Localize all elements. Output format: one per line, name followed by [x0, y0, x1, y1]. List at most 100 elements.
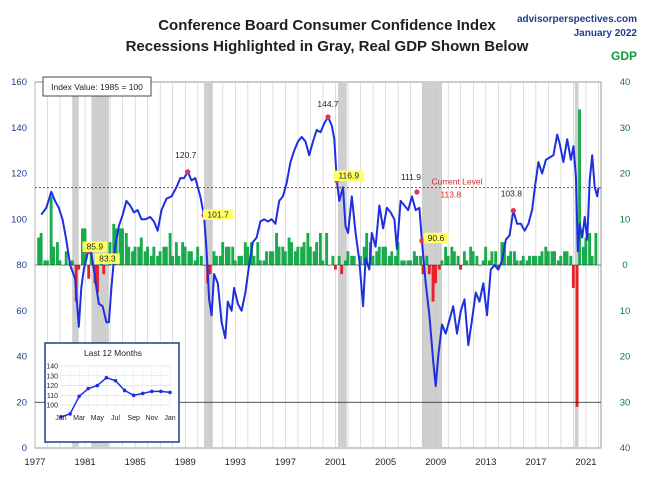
gdp-bar-0	[37, 237, 41, 265]
gdp-bar-40	[162, 246, 166, 265]
chart-subtitle: Recessions Highlighted in Gray, Real GDP…	[126, 38, 529, 55]
gdp-bar-123	[421, 265, 425, 275]
gdp-bar-97	[340, 265, 344, 275]
left-tick-3: 60	[16, 306, 27, 317]
gdp-bar-89	[315, 242, 319, 265]
gdp-bar-77	[277, 246, 281, 265]
gdp-bar-115	[396, 242, 400, 265]
annotation-highlight-7	[423, 232, 449, 244]
index-note: Index Value: 1985 = 100	[51, 82, 143, 92]
x-tick-2021: 2021	[575, 457, 596, 468]
gdp-bar-177	[590, 255, 594, 265]
gdp-bar-90	[318, 232, 322, 265]
left-tick-6: 120	[11, 169, 27, 180]
gdp-bar-46	[181, 242, 185, 265]
gdp-axis-title: GDP	[611, 49, 637, 63]
gdp-bar-100	[350, 255, 354, 265]
gdp-bar-82	[293, 251, 297, 265]
gdp-bar-160	[538, 255, 541, 265]
gdp-bar-161	[540, 251, 544, 265]
gdp-bar-174	[581, 246, 585, 265]
gdp-bar-120	[412, 251, 416, 265]
right-axis-ticks: 40 30 20 10 0 10 20 30 40	[620, 77, 631, 454]
gdp-bar-69	[252, 255, 256, 265]
inset-point-1	[68, 412, 72, 416]
gdp-bar-134	[456, 255, 460, 265]
inset-xtick-5: Nov	[146, 415, 159, 422]
inset-xtick-6: Jan	[164, 415, 175, 422]
gdp-bar-19	[96, 265, 99, 293]
gdp-bar-154	[519, 260, 523, 265]
inset-ytick-3: 130	[46, 373, 58, 380]
inset-ytick-1: 110	[47, 393, 58, 400]
right-tick-8: 40	[620, 443, 631, 454]
gdp-bar-171	[571, 265, 575, 288]
annotation-label-7: 90.6	[428, 233, 445, 243]
inset-xtick-4: Sep	[127, 415, 140, 422]
inset-point-9	[140, 391, 145, 396]
gdp-bar-52	[199, 255, 203, 265]
gdp-bar-63	[233, 260, 237, 265]
gdp-bar-137	[465, 260, 469, 265]
gdp-bar-129	[440, 260, 444, 265]
inset-point-11	[159, 389, 163, 394]
gdp-bar-73	[265, 251, 268, 265]
gdp-bar-39	[158, 251, 162, 265]
inset-point-8	[131, 393, 136, 398]
gdp-bar-79	[283, 251, 287, 265]
inset-xtick-2: May	[91, 415, 105, 422]
inset-xtick-1: Mar	[73, 415, 86, 422]
gdp-bar-114	[394, 255, 397, 265]
annotation-label-6: 111.9	[401, 172, 421, 182]
inset-ytick-2: 120	[46, 383, 58, 390]
gdp-bar-1	[39, 232, 43, 265]
right-tick-7: 30	[620, 397, 631, 408]
gdp-bar-71	[258, 260, 262, 265]
gdp-bar-30	[131, 251, 134, 265]
gdp-bar-110	[381, 246, 385, 265]
gdp-bar-132	[450, 246, 454, 265]
gdp-bar-103	[359, 255, 362, 265]
peak-marker-6	[414, 189, 420, 195]
gdp-bar-70	[256, 242, 260, 265]
annotation-label-0: 85.9	[87, 242, 104, 252]
gdp-bar-7	[58, 260, 62, 265]
gdp-bar-164	[550, 251, 554, 265]
gdp-bar-61	[227, 246, 231, 265]
gdp-bar-109	[377, 246, 381, 265]
gdp-bar-56	[212, 251, 216, 265]
right-tick-3: 10	[620, 214, 631, 225]
gdp-bar-49	[189, 251, 193, 265]
annotation-label-2: 120.7	[175, 150, 197, 160]
left-axis-ticks: 0 20 40 60 80 100 120 140 160	[11, 77, 27, 454]
inset-points	[59, 375, 172, 419]
current-level-label: Current Level	[431, 177, 482, 187]
annotation-labels: 85.983.3 120.7 101.7 144.7 116.9 111.9 90.6 103…	[82, 99, 522, 264]
gdp-bar-43	[171, 255, 175, 265]
annotation-highlight-1	[94, 253, 120, 264]
gdp-bar-85	[302, 242, 306, 265]
gdp-bar-159	[534, 255, 538, 265]
gdp-bar-91	[321, 260, 325, 265]
gdp-bar-88	[312, 251, 316, 265]
gdp-bar-26	[118, 228, 122, 265]
inset-point-7	[122, 388, 127, 393]
gdp-bar-2	[43, 260, 47, 265]
index-note-box: Index Value: 1985 = 100	[42, 76, 152, 97]
x-tick-1977: 1977	[24, 457, 45, 468]
gdp-bar-25	[114, 228, 118, 265]
gdp-bar-166	[556, 260, 560, 265]
gdp-bar-124	[425, 255, 429, 265]
left-tick-1: 20	[16, 397, 27, 408]
gdp-bar-11	[71, 260, 74, 265]
gdp-bar-172	[575, 265, 579, 407]
gdp-bar-83	[296, 246, 300, 265]
gdp-bar-104	[362, 246, 366, 265]
inset-point-5	[104, 375, 109, 380]
left-tick-2: 40	[16, 352, 27, 363]
gdp-bar-140	[475, 255, 479, 265]
inset-point-6	[113, 378, 118, 383]
gdp-bar-50	[193, 260, 197, 265]
gdp-bar-34	[143, 251, 147, 265]
